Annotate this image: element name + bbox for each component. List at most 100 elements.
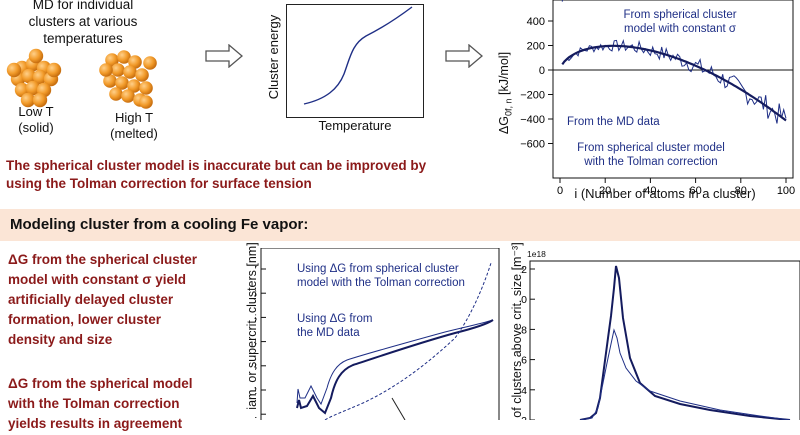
dg-ylabel-unit: [kJ/mol] — [497, 51, 511, 99]
diam-ann-tolman-l1: Using ΔG from spherical cluster — [297, 263, 459, 275]
high-t-subtitle: (melted) — [110, 126, 158, 141]
num-exponent: 1e18 — [527, 249, 546, 259]
num-ylabel: of clusters above crit. size [m⁻³] — [510, 242, 524, 418]
md-caption: MD for individual clusters at various te… — [8, 0, 158, 47]
atom-icon — [32, 92, 48, 108]
num-tolman-curve — [579, 328, 791, 420]
num-ytick-label: 1.2 — [520, 264, 527, 276]
md-caption-line: MD for individual — [32, 0, 134, 12]
diam-ytick-label: 3 — [255, 361, 257, 373]
finding-line: ΔG from the spherical model — [8, 376, 193, 391]
diam-ytick-label: 7 — [255, 264, 257, 276]
atom-icon — [115, 76, 129, 90]
diam-ytick-label: 6 — [255, 288, 257, 300]
atom-icon — [6, 62, 22, 78]
diam-ytick-label: 4 — [255, 337, 257, 349]
atom-icon — [121, 89, 135, 103]
dg-ytick-label: −400 — [520, 114, 545, 126]
diam-ann-tolman-l2: model with the Tolman correction — [297, 277, 465, 289]
arrow-right-icon — [445, 44, 483, 68]
atom-icon — [117, 50, 131, 64]
cluster-images — [6, 48, 157, 109]
atom-icon — [32, 69, 48, 85]
dg-plot: 0 20 40 60 80 100 400 200 0 −200 −400 −600 — [520, 0, 795, 197]
diam-ytick-label: 1 — [255, 409, 257, 420]
atom-icon — [135, 68, 149, 82]
dg-xlabel: i (Number of atoms in a cluster) — [574, 186, 756, 201]
diam-ytick-label: 5 — [255, 312, 257, 324]
dg-ylabel-sub: 0f, n — [503, 98, 514, 116]
dg-ann-spherical-l1: From spherical cluster — [623, 9, 737, 21]
atom-icon — [127, 79, 141, 93]
atom-icon — [109, 87, 123, 101]
diam-ylabel: iam. or supercrit. clusters [nm] — [245, 242, 259, 410]
low-t-label: Low T (solid) — [10, 104, 62, 136]
finding-line: model with constant σ yield — [8, 272, 187, 287]
finding-paragraph-1: ΔG from the spherical cluster model with… — [8, 250, 228, 350]
num-ytick-label: 0.6 — [520, 355, 527, 367]
dg-md-curve — [564, 38, 787, 124]
atom-icon — [28, 48, 44, 64]
arrow-right-icon — [205, 44, 243, 68]
dg-ann-tolman-l2: with the Tolman correction — [584, 156, 718, 168]
atom-icon — [139, 81, 153, 95]
dg-ytick-label: 400 — [527, 16, 545, 28]
atom-icon — [25, 80, 41, 96]
atom-icon — [123, 65, 137, 79]
energy-plot-frame — [286, 4, 424, 118]
md-caption-line: clusters at various — [28, 14, 138, 29]
low-t-title: Low T — [18, 104, 54, 119]
finding-line: density and size — [8, 332, 113, 347]
dg-xtick-label: 40 — [644, 185, 656, 197]
dg-ann-tolman-l1: From spherical cluster model — [577, 142, 725, 154]
diam-ann-tolman: Using ΔG from spherical cluster model wi… — [297, 262, 465, 290]
num-ytick-label: 1.0 — [520, 294, 527, 306]
low-t-subtitle: (solid) — [18, 120, 54, 135]
energy-curve — [303, 6, 413, 105]
atom-icon — [143, 56, 157, 70]
atom-icon — [105, 53, 119, 67]
finding-line: ΔG from the spherical cluster — [8, 252, 198, 267]
finding-paragraph-2: ΔG from the spherical model with the Tol… — [8, 374, 228, 434]
diam-ann-md-l2: the MD data — [297, 327, 360, 339]
dg-ytick-label: −600 — [520, 139, 545, 151]
dg-ylabel-main: ΔG — [497, 116, 511, 135]
dg-ytick-label: 0 — [539, 65, 545, 77]
section-banner — [0, 209, 800, 241]
dg-ytick-label: 200 — [527, 41, 545, 53]
num-ytick-label: 0.2 — [520, 415, 527, 420]
dg-xtick-label: 20 — [599, 185, 611, 197]
dg-ann-spherical: From spherical cluster model with consta… — [600, 8, 760, 36]
dg-tolman-curve — [561, 44, 787, 122]
diam-spherical-curve — [324, 262, 492, 420]
diam-ann-md-l1: Using ΔG from — [297, 313, 373, 325]
section-title: Modeling cluster from a cooling Fe vapor… — [10, 216, 309, 233]
conclusion-line: using the Tolman correction for surface … — [6, 176, 312, 191]
num-plot: 1.2 1.0 0.8 0.6 0.4 0.2 — [520, 260, 800, 420]
atom-icon — [20, 92, 36, 108]
high-t-label: High T (melted) — [98, 110, 170, 142]
solid-cluster-image — [6, 48, 62, 108]
atom-icon — [111, 63, 125, 77]
energy-xlabel: Temperature — [318, 118, 392, 133]
dg-ann-spherical-l2: model with constant σ — [624, 23, 736, 35]
finding-line: yields results in agreement — [8, 416, 183, 431]
atom-icon — [99, 63, 113, 77]
finding-line: formation, lower cluster — [8, 312, 162, 327]
md-caption-line: temperatures — [43, 31, 123, 46]
conclusion-line: The spherical cluster model is inaccurat… — [6, 158, 427, 173]
high-t-title: High T — [114, 110, 154, 125]
energy-ylabel: Cluster energy — [266, 14, 281, 100]
dg-ylabel: ΔG0f, n [kJ/mol] — [497, 18, 514, 168]
conclusion-text: The spherical cluster model is inaccurat… — [6, 157, 496, 193]
atom-icon — [139, 95, 153, 109]
dg-ann-tolman: From spherical cluster model with the To… — [566, 141, 736, 169]
dg-ann-md: From the MD data — [566, 116, 661, 128]
diam-ann-md: Using ΔG from the MD data — [297, 312, 372, 340]
num-ytick-label: 0.4 — [520, 385, 527, 397]
dg-xtick-label: 80 — [735, 185, 747, 197]
atom-icon — [21, 68, 37, 84]
dg-xtick-label: 0 — [557, 185, 563, 197]
diam-plot: 7 6 5 4 3 2 1 — [255, 248, 500, 420]
dg-ytick-label: −200 — [520, 90, 545, 102]
